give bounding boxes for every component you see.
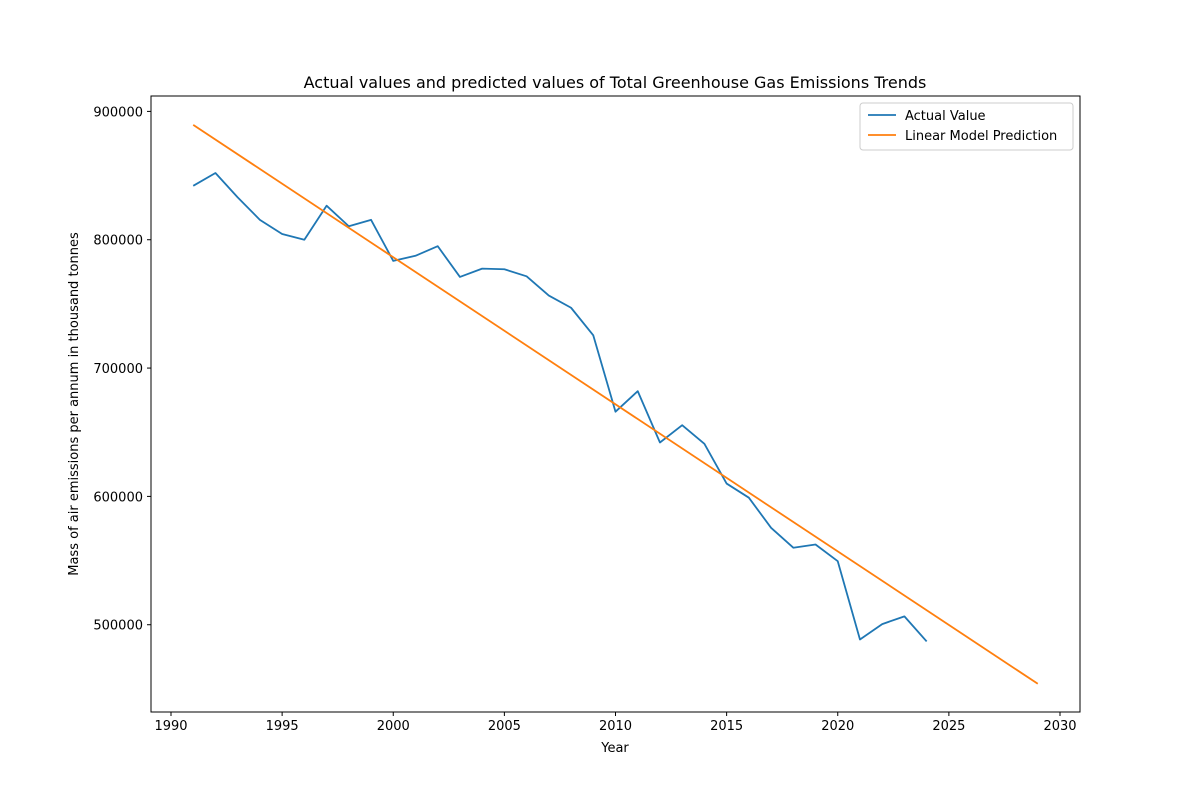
y-tick-label: 900000 [93,105,143,120]
x-tick-label: 1995 [266,719,299,734]
y-axis-ticks: 500000 600000 700000 800000 900000 [93,105,151,634]
x-tick-label: 2025 [932,719,965,734]
y-tick-label: 700000 [93,362,143,377]
legend-box [859,102,1074,151]
x-tick-label: 1990 [154,719,187,734]
x-axis-label: Year [600,741,629,756]
plot-area [192,124,1039,685]
x-tick-label: 2005 [488,719,521,734]
y-tick-label: 600000 [93,490,143,505]
series-line-0 [192,172,928,643]
x-tick-label: 2010 [599,719,632,734]
x-tick-label: 2015 [710,719,743,734]
y-tick-label: 800000 [93,234,143,249]
x-tick-label: 2030 [1043,719,1076,734]
chart-title: Actual values and predicted values of To… [304,73,927,92]
x-axis-ticks: 1990 1995 2000 2005 2010 2015 2020 2025 2030 [154,712,1077,734]
legend-label: Actual Value [905,109,986,124]
x-tick-label: 2000 [377,719,410,734]
legend-label: Linear Model Prediction [905,129,1057,144]
legend: Actual Value Linear Model Prediction [859,102,1074,151]
series-line-1 [192,124,1039,685]
y-tick-label: 500000 [93,619,143,634]
y-axis-label: Mass of air emissions per annum in thous… [67,232,82,576]
x-tick-label: 2020 [821,719,854,734]
